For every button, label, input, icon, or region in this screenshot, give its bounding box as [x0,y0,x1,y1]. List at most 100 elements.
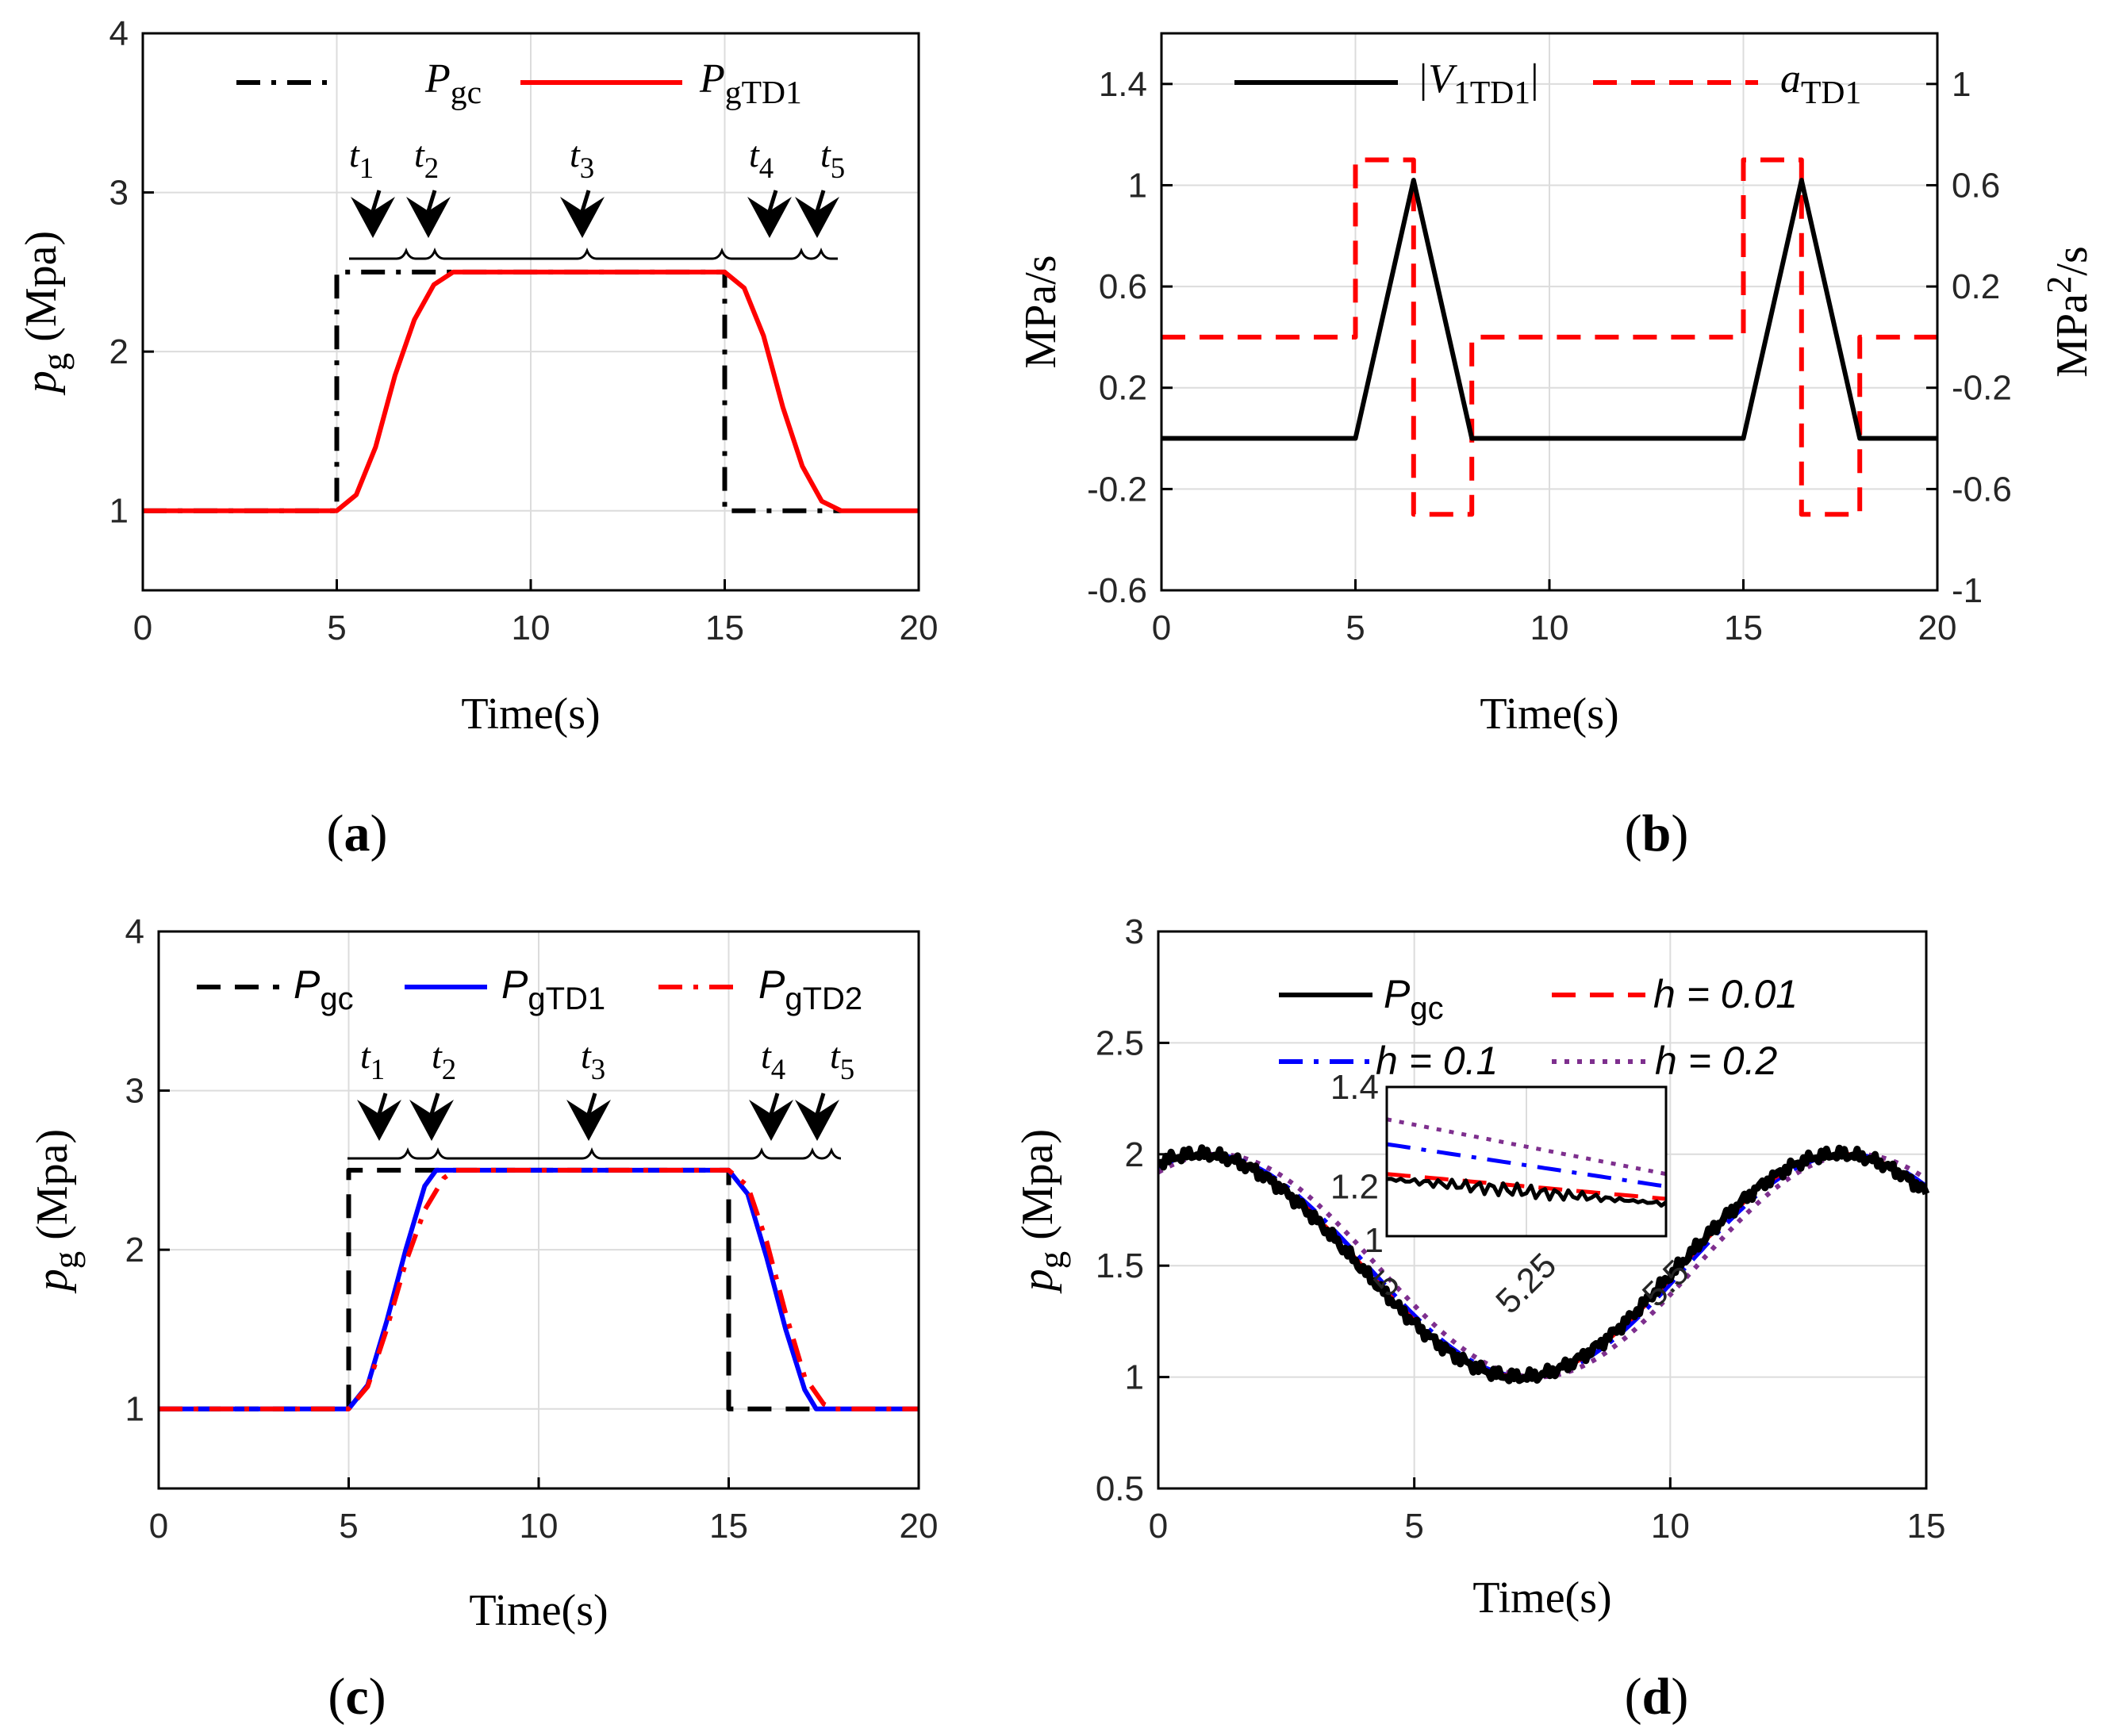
d-series-h02 [1157,1151,1928,1380]
a-annotation-t3-main: t [570,134,581,175]
a-xtick-label: 10 [512,609,551,647]
a-ytick-label: 2 [109,332,129,371]
d-panel-label-close: ) [1671,1668,1688,1726]
c-arrow-2-head [409,1100,454,1141]
d-panel-label-letter: d [1642,1668,1672,1726]
c-ytick-label: 1 [125,1390,144,1429]
d-xlabel: Time(s) [1472,1573,1611,1623]
a-series-pgc [143,269,842,513]
a-legend-label-pgc-main: P [424,56,451,102]
a-arrow-3-head [560,197,605,238]
d-inset-frame [1385,1085,1668,1238]
d-xtick-label: 15 [1907,1507,1946,1546]
d-inset-series-h02 [1386,1117,1667,1177]
c-arrow-4-shaft [769,1093,780,1115]
c-legend-label-pgc: Pgc [294,962,354,1016]
d-legend-label-h001: h = 0.01 [1653,972,1798,1016]
c-annotation-t5-sub: 5 [840,1053,854,1085]
c-annotation-t1: t1 [360,1035,385,1085]
a-panel-label-open: ( [327,805,344,862]
c-arrow-1-shaft [377,1093,388,1115]
a-ytick-label: 3 [109,174,129,213]
c-annotation-t2: t2 [432,1035,456,1085]
a-legend-label-pgtd1: PgTD1 [699,56,802,110]
c-xtick-label: 20 [900,1507,939,1546]
a-annotation-t2-main: t [414,134,425,175]
a-annotation-t2-sub: 2 [424,152,439,184]
b-legend-label-v1td1: |V1TD1| [1417,56,1539,110]
c-ylabel: pg (Mpa) [28,1129,86,1294]
c-legend-label-pgtd2: PgTD2 [758,962,862,1016]
d-ytick-label: 3 [1125,912,1144,951]
c-ylabel-sub: g [46,1251,86,1269]
d-panel-label: (d) [1625,1668,1689,1726]
c-annotation-t2-sub: 2 [442,1053,456,1085]
b-xtick-label: 15 [1724,609,1763,647]
a-frame [141,32,920,592]
c-ytick-label: 2 [125,1231,144,1269]
c-annotation-t4: t4 [761,1035,785,1085]
a-arrow-3-shaft [580,190,591,212]
a-arrow-5-shaft [815,190,826,212]
d-xtick-label: 10 [1651,1507,1690,1546]
a-arrow-1-head [351,197,395,238]
a-annotation-t4-sub: 4 [759,152,774,184]
c-annotation-t5-main: t [830,1035,841,1076]
c-xtick-label: 10 [520,1507,559,1546]
c-arrow-2-shaft [429,1093,440,1115]
a-annotation-t5: t5 [820,134,845,184]
c-annotation-t2-main: t [432,1035,443,1076]
d-inset-ytick-label: 1.4 [1330,1068,1379,1107]
c-arrow-1-head [357,1100,401,1141]
c-legend-label-pgtd1: PgTD1 [501,962,605,1016]
d-legend-label-pgc-main: P [1384,972,1411,1016]
c-annotation-t4-main: t [761,1035,772,1076]
c-ytick-label: 3 [125,1072,144,1111]
c-annotation-t1-sub: 1 [370,1053,385,1085]
b-series-atd1 [1161,157,1937,517]
a-ylabel-sub: g [35,353,75,371]
a-ylabel-main: p [17,371,66,396]
c-arrow-3-shaft [586,1093,597,1115]
d-ylabel-sub: g [1031,1251,1071,1269]
d-inset-series-pgc [1386,1177,1668,1208]
b-ylabel-right-tail: /s [2048,246,2097,275]
b-legend-v-tail: | [1530,56,1538,102]
c-annotation-t3: t3 [581,1035,605,1085]
c-legend-label-pgc-main: P [294,962,321,1007]
c-annotation-t3-main: t [581,1035,592,1076]
c-arrow-3-head [566,1100,611,1141]
d-ytick-label: 0.5 [1096,1469,1144,1508]
a-ytick-label: 1 [109,492,129,531]
a-xtick-label: 20 [900,609,939,647]
d-legend-label-h01: h = 0.1 [1376,1039,1498,1083]
a-annotation-t2: t2 [414,134,439,184]
b-ytick-label: -0.6 [1087,571,1147,610]
panel-d: 0 5 10 15 0.5 1 1.5 2 2.5 3 Pgc h = 0.01 h = 0.1 h = … [1013,912,1945,1726]
b-legend-label-atd1-sub: TD1 [1801,74,1861,110]
a-ylabel-unit: (Mpa) [17,231,66,353]
a-arrow-1-shaft [370,190,382,212]
c-legend-label-pgc-sub: gc [320,981,353,1016]
a-ylabel: pg (Mpa) [17,231,75,396]
d-ytick-label: 2 [1125,1135,1144,1174]
c-series-pgtd1 [159,1167,919,1411]
a-legend: Pgc PgTD1 [236,56,802,110]
a-legend-label-pgc: Pgc [424,56,482,110]
d-ytick-label: 1 [1125,1358,1144,1397]
b-ytick-label: 0.2 [1099,369,1147,408]
d-legend-label-pgc: Pgc [1384,972,1444,1026]
b-frame [1160,32,1939,592]
panel-b: 0 5 10 15 20 -0.6 -0.2 0.2 0.6 1 1.4 -1 -0.6 -0.2 0.2 0… [1016,32,2097,862]
b-ytick-right-label: 1 [1952,65,1971,104]
b-legend-label-atd1: aTD1 [1780,56,1861,110]
c-brace [347,1146,842,1160]
a-legend-label-pgtd1-sub: gTD1 [725,74,802,110]
a-ytick-label: 4 [109,14,129,53]
c-panel-label: (c) [328,1668,386,1726]
b-ytick-label: 1 [1128,166,1147,205]
b-xlabel: Time(s) [1480,689,1618,739]
a-annotation-t3-sub: 3 [580,152,594,184]
